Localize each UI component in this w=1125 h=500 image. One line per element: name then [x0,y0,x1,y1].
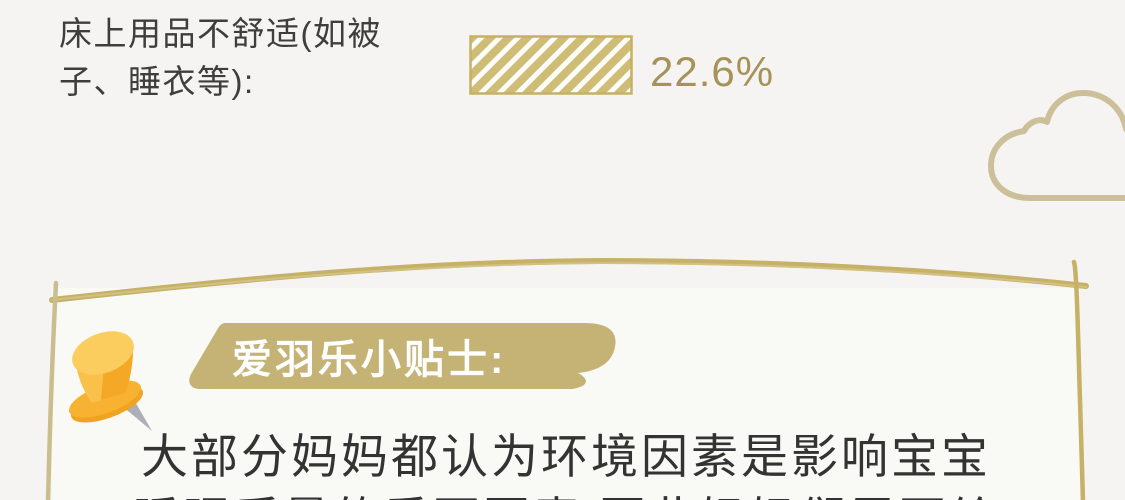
cloud-icon [988,90,1125,201]
survey-item-label-line2: 子、睡衣等): [59,63,255,100]
survey-value-label: 22.6% [650,48,775,95]
tip-body-line2: 睡眠质量的重要因素,因此妈妈们需要给 [52,488,1080,500]
tip-body-text: 大部分妈妈都认为环境因素是影响宝宝 睡眠质量的重要因素,因此妈妈们需要给 [52,425,1080,500]
survey-bar [469,35,633,95]
survey-item-label: 床上用品不舒适(如被 子、睡衣等): [59,10,382,106]
survey-item-label-line1: 床上用品不舒适(如被 [59,15,382,52]
tip-badge-label: 爱羽乐小贴士: [232,338,507,382]
tip-badge: 爱羽乐小贴士: [188,321,628,393]
tip-body-line1: 大部分妈妈都认为环境因素是影响宝宝 [141,430,991,483]
pushpin-icon [68,331,152,431]
tip-badge-bubble [189,323,616,389]
